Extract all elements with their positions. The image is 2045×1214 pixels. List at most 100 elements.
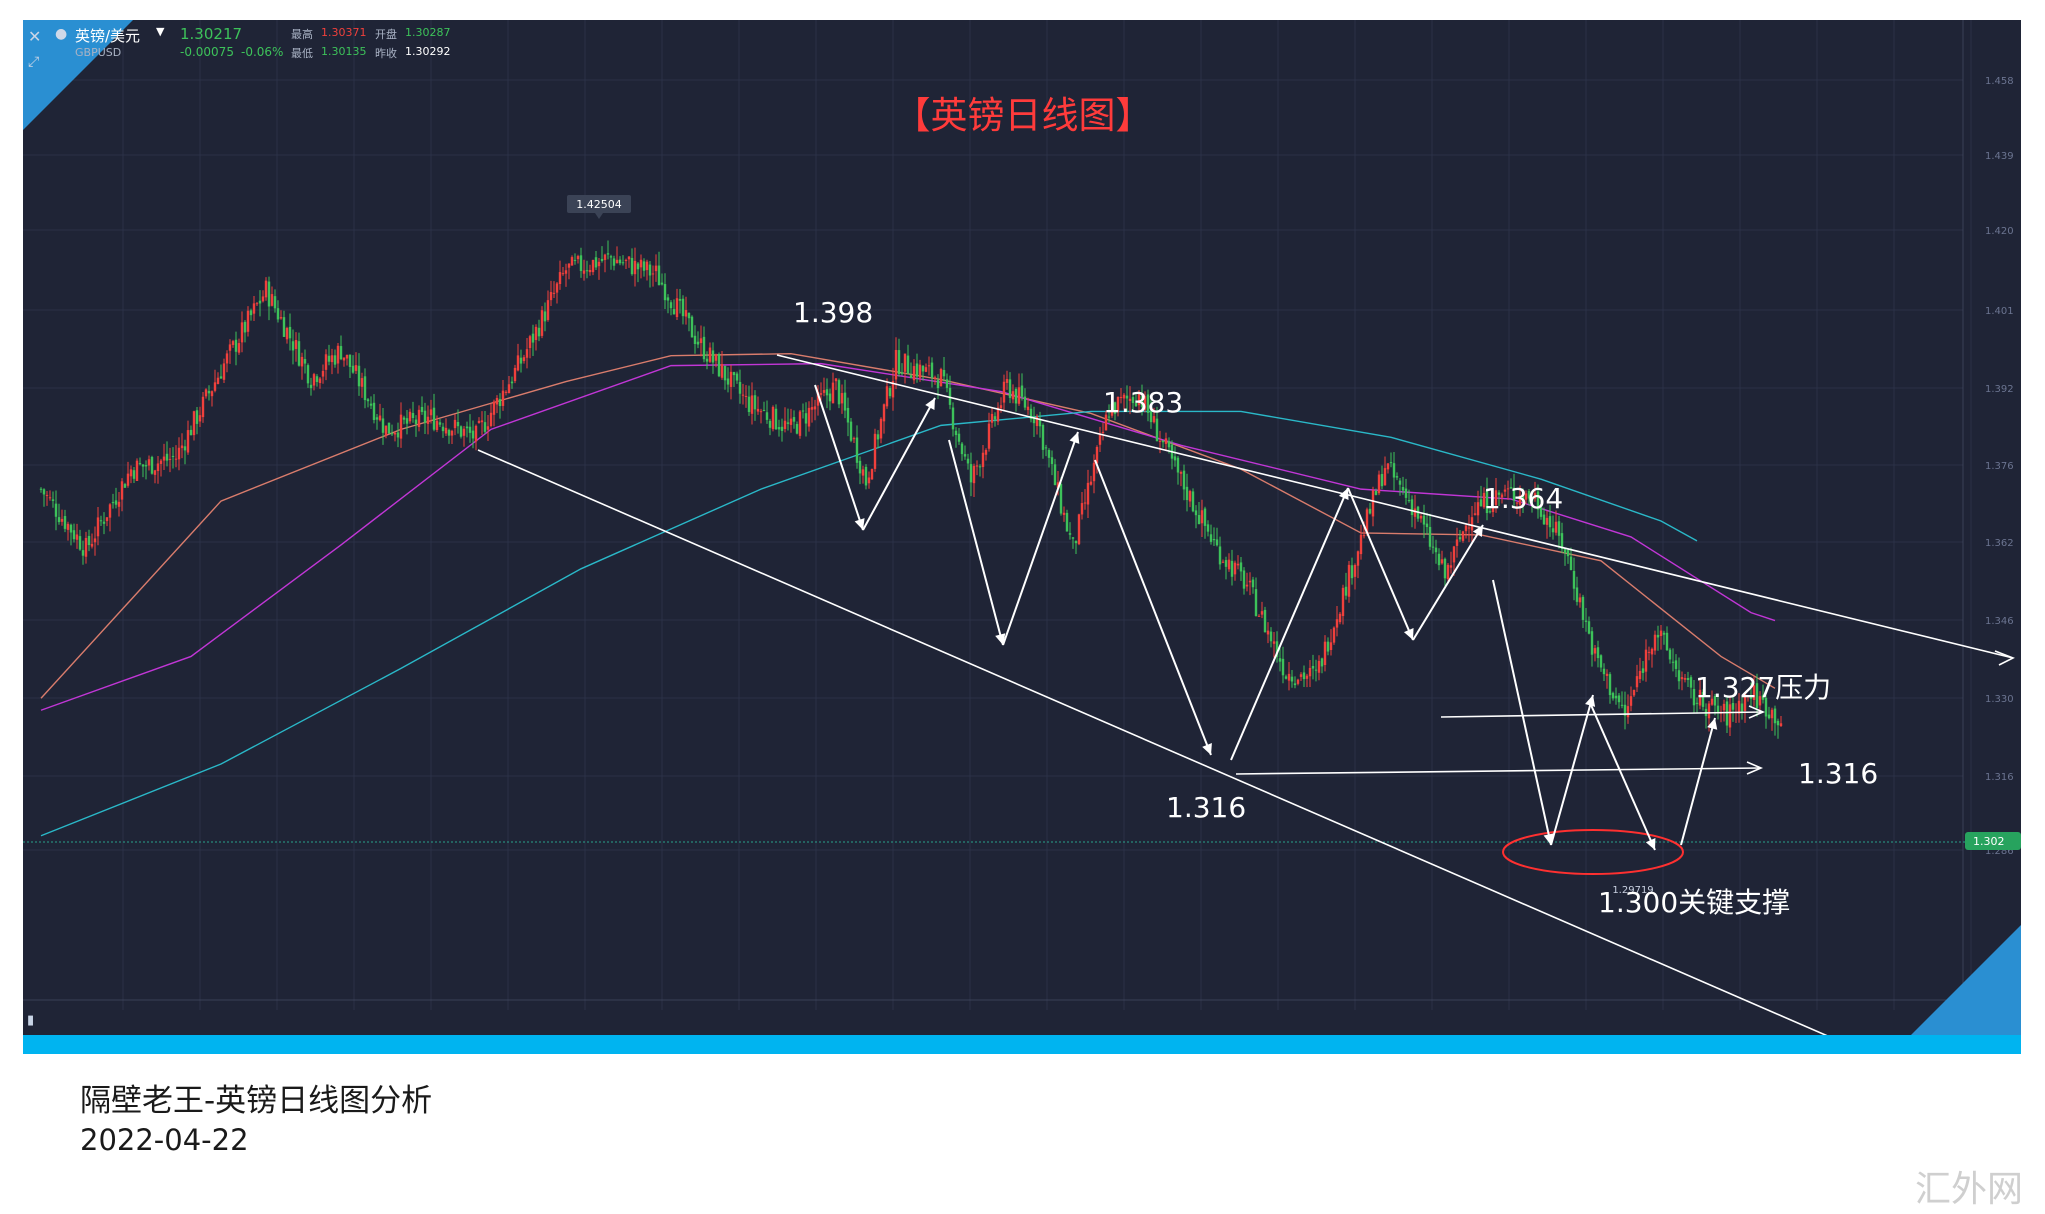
candle-body [381,418,385,433]
candle-body [474,425,478,442]
candle-body [669,302,673,309]
candle-body [1365,509,1369,534]
last-price: 1.30217 [180,25,243,43]
candle-body [198,415,202,422]
candle-body [618,259,622,264]
candle-body [594,257,598,268]
candle-body [192,411,196,436]
price-axis-label: 1.458 [1985,76,2014,87]
candle-body [1752,685,1756,701]
candle-body [501,390,505,406]
high-badge-pointer [595,213,603,219]
candle-body [339,346,343,360]
candle-body [495,397,499,405]
candle-body [690,316,694,338]
candle-body [1104,414,1108,431]
candle-body [1638,670,1642,680]
candle-body [1353,564,1357,577]
candle-body [1191,491,1195,512]
candle-body [1329,642,1333,651]
chevron-down-icon[interactable]: ▼ [156,25,165,38]
swing-arrow-head [995,633,1006,645]
candle-body [870,469,874,480]
candle-body [798,411,802,436]
candle-body [837,380,841,405]
candle-body [1539,506,1543,517]
candle-body [1089,481,1093,485]
candle-body [78,536,82,550]
candle-body [1680,677,1684,680]
candle-body [1164,438,1168,444]
candle-body [276,308,280,320]
swing-arrow-head [1202,743,1212,755]
candle-body [747,396,751,413]
candle-body [1176,457,1180,473]
candle-body [411,413,415,419]
price-axis-label: 1.376 [1985,461,2014,472]
candle-body [1347,564,1351,597]
upper-trendline [776,354,2014,659]
candle-body [993,416,997,420]
swing-arrow-head [1645,838,1656,850]
symbol-code: GBPUSD [75,46,122,59]
candle-body [252,303,256,314]
swing-arrow-head [1403,628,1414,640]
price-axis-label: 1.420 [1985,226,2014,237]
candle-body [465,426,469,429]
candle-body [1083,502,1087,504]
candle-body [1335,619,1339,628]
candle-body [1530,498,1534,502]
candle-body [489,412,493,427]
candle-body [195,410,199,424]
candle-body [1581,596,1585,620]
candle-body [279,317,283,319]
candle-body [744,395,748,397]
candle-body [1344,586,1348,596]
candle-body [282,317,286,337]
candle-body [417,409,421,428]
candle-body [1362,535,1366,537]
candle-body [582,270,586,274]
candle-body [345,354,349,359]
candle-body [135,460,139,481]
candle-body [651,273,655,275]
candlestick-chart: 1.458 1.439 1.420 1.401 1.392 1.376 1.362 1.346… [23,20,2021,1035]
candle-body [1758,696,1762,706]
volume-icon[interactable]: ▮ [27,1013,35,1028]
candle-body [318,378,322,384]
candle-body [1017,387,1021,404]
candle-body [1503,489,1507,492]
symbol-name[interactable]: 英镑/美元 [75,27,141,45]
candle-body [1197,515,1201,525]
price-axis-label: 1.330 [1985,694,2014,705]
candle-body [228,344,232,351]
candle-body [882,404,886,422]
candle-body [699,338,703,344]
candle-body [1710,698,1714,705]
high-label: 最高 [291,28,313,41]
candle-body [147,459,151,466]
candle-body [984,449,988,455]
candle-body [1185,486,1189,501]
price-axis-label: 1.316 [1985,772,2014,783]
candle-body [1407,500,1411,502]
candle-body [1092,462,1096,482]
expand-icon[interactable]: ⤢ [28,54,40,70]
candle-body [240,322,244,343]
candle-body [786,422,790,424]
candle-body [822,390,826,393]
candle-body [1245,584,1249,587]
candle-body [1584,620,1588,622]
candle-body [222,363,226,380]
candle-body [1215,539,1219,546]
candle-body [930,362,934,378]
close-icon[interactable]: ✕ [28,27,42,46]
candle-body [357,365,361,387]
candle-body [933,377,937,379]
candle-body [285,327,289,340]
candle-body [249,310,253,316]
candle-body [303,359,307,364]
current-price-tag [1965,832,2021,850]
candle-body [402,417,406,420]
candle-body [531,333,535,343]
